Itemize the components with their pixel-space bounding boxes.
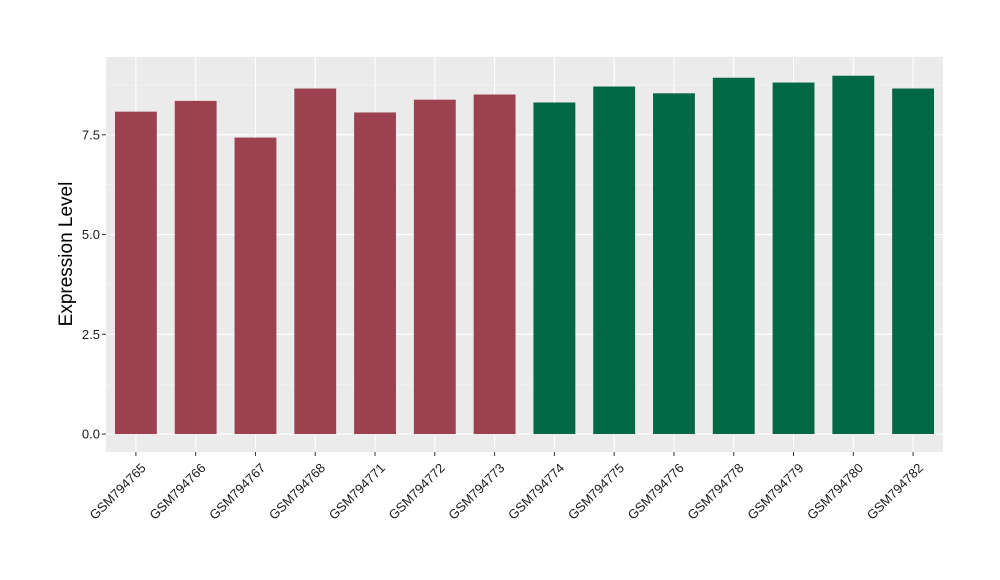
bar-gsm794782 [892,88,935,435]
bar-gsm794774 [533,102,576,435]
y-tick-label: 0.0 [82,427,100,442]
bar-gsm794780 [832,75,875,435]
x-axis-ticks: GSM794765GSM794766GSM794767GSM794768GSM7… [87,452,926,523]
x-tick-label: GSM794779 [744,460,806,522]
x-tick-label: GSM794775 [565,460,627,522]
x-tick-label: GSM794778 [684,460,746,522]
x-tick-label: GSM794765 [87,460,149,522]
bars [114,75,935,435]
bar-gsm794772 [413,99,456,435]
x-tick-label: GSM794767 [206,460,268,522]
bar-gsm794775 [593,86,636,435]
bar-gsm794771 [354,112,396,435]
x-tick-label: GSM794774 [505,460,567,522]
bar-gsm794767 [234,137,277,435]
x-tick-label: GSM794776 [625,460,687,522]
y-axis-ticks: 0.0 2.5 5.0 7.5 [82,127,106,442]
bar-gsm794766 [174,100,217,435]
y-axis-title: Expression Level [56,182,77,327]
x-tick-label: GSM794773 [445,460,507,522]
y-tick-label: 5.0 [82,227,100,242]
bar-gsm794765 [114,111,157,435]
x-tick-label: GSM794780 [804,460,866,522]
x-tick-label: GSM794771 [326,460,388,522]
y-tick-label: 7.5 [82,127,100,142]
bar-gsm794768 [294,88,337,435]
plot-panel [106,57,943,452]
bar-gsm794778 [712,77,755,435]
x-tick-label: GSM794772 [386,460,448,522]
bar-gsm794776 [653,93,695,435]
x-tick-label: GSM794782 [864,460,926,522]
bar-gsm794773 [473,94,516,435]
y-tick-label: 2.5 [82,327,100,342]
x-tick-label: GSM794766 [146,460,208,522]
x-tick-label: GSM794768 [266,460,328,522]
bar-gsm794779 [772,82,815,435]
